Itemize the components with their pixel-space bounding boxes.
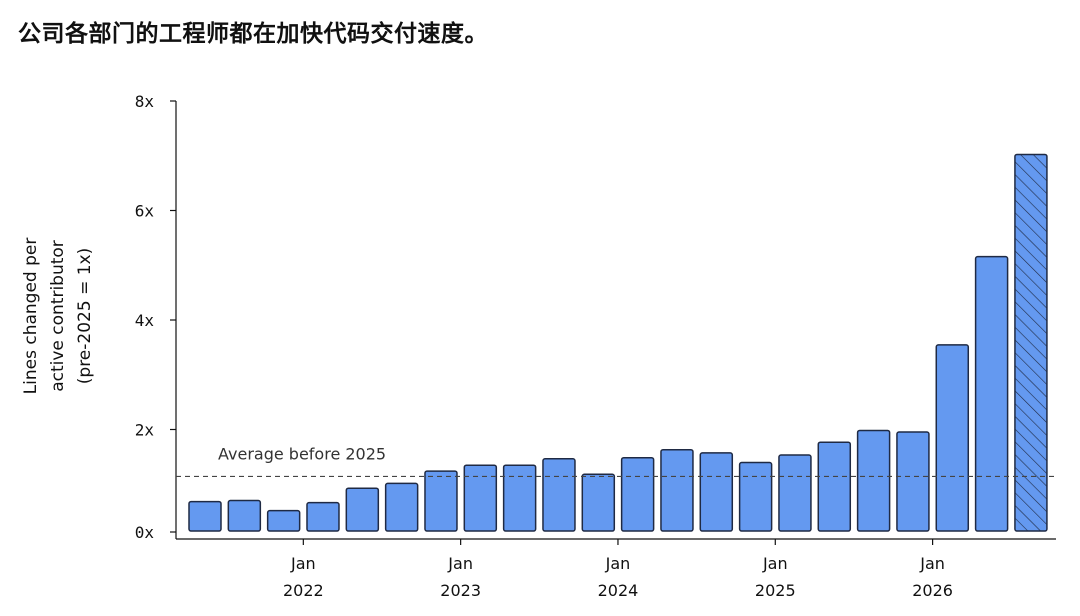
y-axis-label: Lines changed per active contributor (pre-… <box>21 238 95 395</box>
bar <box>502 464 537 532</box>
bar <box>306 501 340 532</box>
bar <box>345 487 380 532</box>
x-tick-month: Jan <box>762 554 788 573</box>
y-axis-label-line: Lines changed per <box>21 238 41 395</box>
bar <box>974 255 1009 532</box>
y-tick-label: 4x <box>135 311 155 330</box>
bar <box>935 344 970 532</box>
bar <box>266 509 301 532</box>
bar <box>738 461 773 532</box>
y-tick-label: 2x <box>135 421 155 440</box>
bar <box>581 473 616 532</box>
x-tick-year: 2025 <box>755 581 796 600</box>
bar <box>384 482 419 532</box>
bar <box>778 454 812 532</box>
y-tick-label: 0x <box>135 523 155 542</box>
x-axis: Jan 2022 Jan 2023 Jan 2024 Jan 2025 Jan 2026 <box>176 538 1056 600</box>
bar <box>620 456 655 532</box>
bar <box>227 499 262 532</box>
bar <box>896 431 930 532</box>
bar <box>424 470 458 532</box>
y-tick-label: 6x <box>135 202 155 221</box>
x-tick-year: 2026 <box>912 581 953 600</box>
x-tick-month: Jan <box>447 554 473 573</box>
bar <box>463 464 498 532</box>
bars <box>188 153 1048 532</box>
bar <box>542 458 576 532</box>
x-tick-month: Jan <box>605 554 631 573</box>
x-tick-year: 2022 <box>283 581 324 600</box>
x-tick-month: Jan <box>290 554 316 573</box>
x-tick-year: 2024 <box>598 581 639 600</box>
reference-line-group: Average before 2025 <box>176 444 1056 478</box>
bar <box>660 448 694 532</box>
x-tick-year: 2023 <box>440 581 481 600</box>
bar-partial <box>1014 153 1048 532</box>
bar <box>817 441 852 532</box>
y-axis: 0x 2x 4x 6x 8x <box>135 92 177 542</box>
bar <box>188 500 222 532</box>
chart-title: 公司各部门的工程师都在加快代码交付速度。 <box>18 21 488 47</box>
y-axis-label-line: (pre-2025 = 1x) <box>75 248 95 384</box>
bar <box>699 452 734 532</box>
y-axis-label-line: active contributor <box>48 240 68 392</box>
y-tick-label: 8x <box>135 92 155 111</box>
reference-line-label: Average before 2025 <box>218 444 386 463</box>
bar <box>856 429 891 532</box>
x-tick-month: Jan <box>919 554 945 573</box>
